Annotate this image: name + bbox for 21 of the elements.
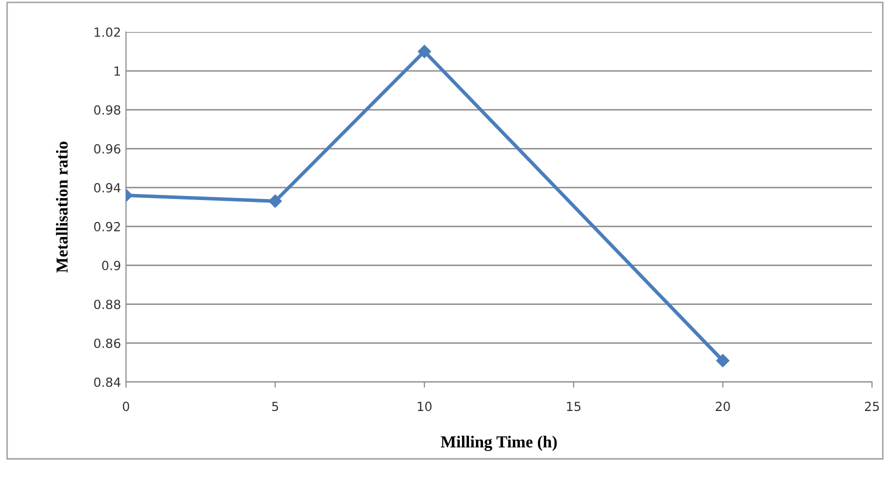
x-tick-label: 25 (864, 402, 879, 412)
y-tick-label: 0.98 (94, 105, 120, 115)
y-tick-label: 0.84 (94, 377, 120, 387)
point (716, 354, 730, 368)
x-tick-label: 5 (272, 402, 278, 412)
y-tick-label: 0.92 (94, 222, 120, 232)
x-axis-title: Milling Time (h) (440, 436, 557, 452)
x-tick-label: 15 (567, 402, 580, 412)
point (418, 44, 431, 58)
y-tick-label: 0.86 (94, 338, 120, 348)
y-tick-label: 0.9 (102, 260, 120, 270)
x-tick-label: 20 (716, 402, 730, 412)
y-tick-label: 0.96 (94, 144, 120, 154)
y-axis-title: Metallisation ratio (56, 142, 68, 273)
point (268, 194, 282, 208)
y-tick-label: 1.02 (94, 27, 120, 37)
y-tick-label: 0.94 (94, 183, 120, 192)
x-tick-label: 10 (418, 402, 432, 412)
y-tick-label: 1 (114, 66, 120, 76)
x-tick-label: 0 (122, 402, 130, 412)
y-tick-label: 0.88 (94, 300, 120, 310)
